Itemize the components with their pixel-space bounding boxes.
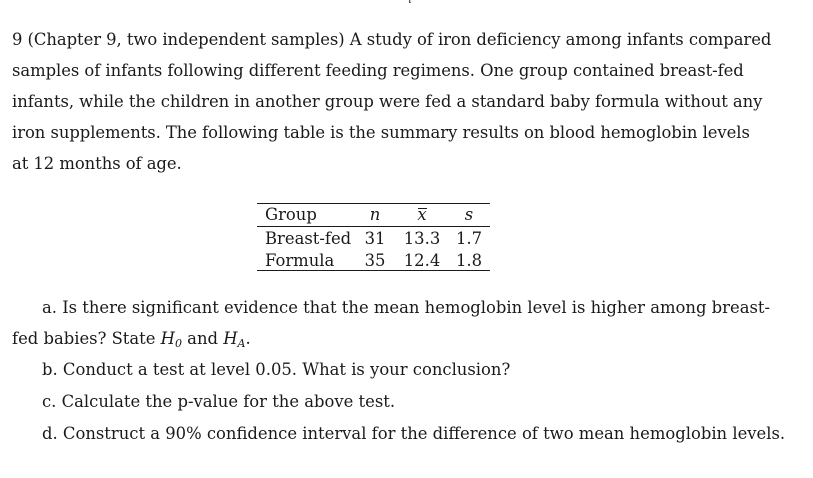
table-cell: 12.4 — [403, 251, 441, 270]
table-cell: Breast-fed — [265, 229, 352, 248]
question-a-and: and — [181, 329, 224, 348]
null-hypothesis-symbol: H0 — [160, 329, 182, 350]
question-c: c. Calculate the p-value for the above t… — [42, 392, 396, 411]
table-cell: 31 — [364, 229, 386, 248]
table-cell: Formula — [265, 251, 335, 270]
alternative-hypothesis-symbol: HA — [223, 329, 246, 350]
problem-line: iron supplements. The following table is… — [12, 123, 750, 142]
question-a-text: fed babies? State — [12, 329, 161, 348]
problem-line: infants, while the children in another g… — [12, 92, 763, 111]
question-a-continued: fed babies? State H0 and HA. — [12, 329, 251, 350]
table-cell: 1.8 — [455, 251, 483, 270]
problem-line: at 12 months of age. — [12, 154, 182, 173]
table-cell: 1.7 — [455, 229, 483, 248]
table-header-rule — [257, 226, 490, 227]
header-s: s — [464, 205, 474, 224]
header-mean: x — [400, 205, 444, 225]
question-b: b. Conduct a test at level 0.05. What is… — [42, 360, 511, 379]
cropped-previous-text: ( ) — [408, 0, 436, 3]
header-group: Group — [265, 205, 317, 224]
table-top-rule — [257, 203, 490, 205]
table-cell: 35 — [364, 251, 386, 270]
x-bar-symbol: x — [417, 205, 427, 224]
question-a: a. Is there significant evidence that th… — [42, 298, 770, 317]
header-n: n — [369, 205, 381, 224]
table-cell: 13.3 — [403, 229, 441, 248]
problem-line: samples of infants following different f… — [12, 61, 744, 80]
table-bottom-rule — [257, 270, 490, 272]
summary-table: Group n x s Breast-fed 31 13.3 1.7 Formu… — [257, 202, 490, 272]
problem-line: 9 (Chapter 9, two independent samples) A… — [12, 30, 772, 49]
question-d: d. Construct a 90% confidence interval f… — [42, 424, 786, 443]
